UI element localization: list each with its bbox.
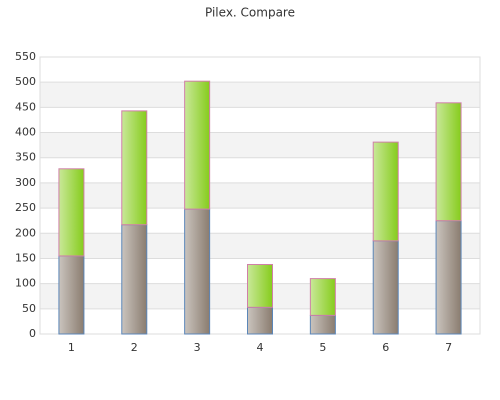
y-tick-label: 400 xyxy=(15,126,36,139)
y-tick-label: 100 xyxy=(15,277,36,290)
y-tick-label: 0 xyxy=(29,327,36,340)
grid-band xyxy=(40,132,480,158)
y-tick-label: 200 xyxy=(15,226,36,239)
y-tick-label: 350 xyxy=(15,151,36,164)
x-tick-label: 5 xyxy=(319,341,326,354)
bar-segment xyxy=(58,168,85,257)
bar-segment xyxy=(121,110,148,226)
bar-segment xyxy=(247,306,273,335)
bar-segment xyxy=(58,255,85,335)
bar-segment xyxy=(372,141,399,242)
y-tick-label: 150 xyxy=(15,251,36,264)
y-tick-label: 300 xyxy=(15,176,36,189)
bar-segment xyxy=(435,220,462,335)
grid-band xyxy=(40,182,480,209)
x-tick-label: 3 xyxy=(194,341,201,354)
x-tick-label: 2 xyxy=(131,341,138,354)
bar-segment xyxy=(372,240,399,335)
bar-segment xyxy=(247,263,273,308)
y-tick-label: 500 xyxy=(15,75,36,88)
grid-band xyxy=(40,82,480,108)
y-tick-label: 550 xyxy=(15,50,36,63)
bar-segment xyxy=(435,102,462,222)
bar-segment xyxy=(121,224,148,335)
y-tick-label: 250 xyxy=(15,201,36,214)
bar-segment xyxy=(184,80,211,210)
x-tick-label: 4 xyxy=(257,341,264,354)
y-tick-label: 450 xyxy=(15,100,36,113)
bar-segment xyxy=(309,278,336,316)
chart-title: Pilex. Compare xyxy=(205,6,295,20)
bar-segment xyxy=(184,208,211,335)
bar-segment xyxy=(309,314,336,335)
grid-band xyxy=(40,233,480,259)
x-tick-label: 1 xyxy=(68,341,75,354)
y-tick-label: 50 xyxy=(22,302,36,315)
x-tick-label: 7 xyxy=(445,341,452,354)
x-tick-label: 6 xyxy=(382,341,389,354)
